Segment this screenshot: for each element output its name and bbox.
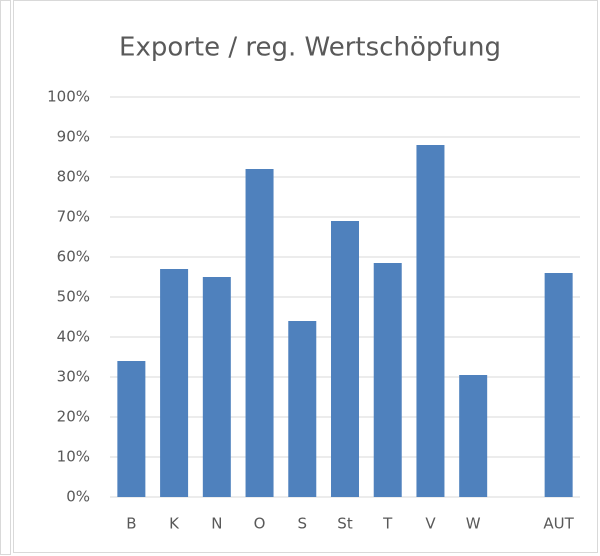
x-tick-label: St xyxy=(337,515,353,533)
bar xyxy=(117,361,146,497)
y-tick-label: 30% xyxy=(57,368,90,386)
x-tick-label: S xyxy=(298,515,308,533)
bar xyxy=(373,263,402,497)
y-tick-label: 90% xyxy=(57,128,90,146)
bar xyxy=(160,269,189,497)
bar xyxy=(416,145,445,497)
x-tick-label: T xyxy=(382,515,393,533)
bar xyxy=(544,273,573,497)
y-tick-label: 60% xyxy=(57,248,90,266)
y-tick-label: 50% xyxy=(57,288,90,306)
y-tick-label: 10% xyxy=(57,448,90,466)
y-tick-label: 0% xyxy=(66,488,90,506)
x-tick-label: B xyxy=(126,515,136,533)
bar xyxy=(331,221,359,497)
x-tick-label: V xyxy=(425,515,436,533)
chart-title: Exporte / reg. Wertschöpfung xyxy=(119,33,501,63)
y-tick-label: 70% xyxy=(57,208,90,226)
bar xyxy=(245,169,274,497)
y-tick-label: 100% xyxy=(47,88,90,106)
bar xyxy=(459,375,488,497)
y-tick-label: 40% xyxy=(57,328,90,346)
x-tick-label: W xyxy=(466,515,481,533)
bar xyxy=(202,277,231,497)
y-tick-label: 20% xyxy=(57,408,90,426)
x-tick-label: K xyxy=(169,515,180,533)
bar xyxy=(288,321,317,497)
x-tick-label: AUT xyxy=(543,515,574,533)
x-tick-label: N xyxy=(211,515,222,533)
y-tick-label: 80% xyxy=(57,168,90,186)
x-tick-label: O xyxy=(254,515,266,533)
neighbor-frame xyxy=(0,0,11,555)
